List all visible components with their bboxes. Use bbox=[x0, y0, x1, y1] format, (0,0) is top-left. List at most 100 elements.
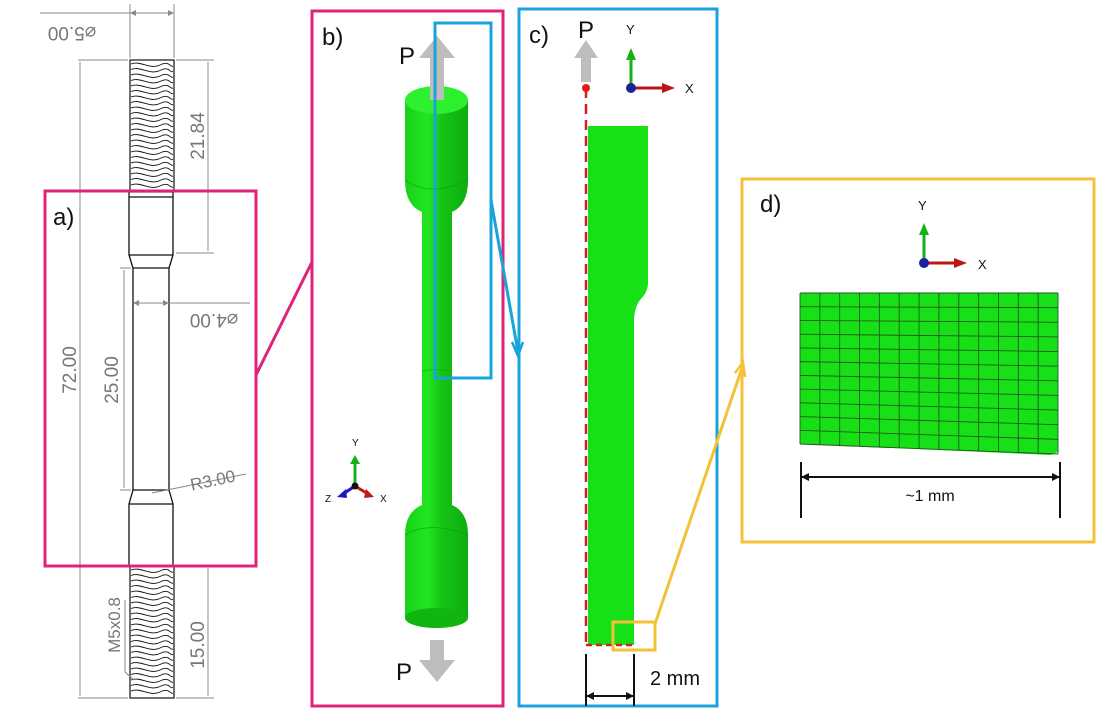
panel-b-label: b) bbox=[322, 24, 343, 51]
dim-radius: R3.00 bbox=[189, 467, 237, 495]
load-label-top: P bbox=[399, 43, 415, 70]
dim-top-diameter: ⌀5.00 bbox=[48, 22, 96, 43]
mesh-line bbox=[799, 429, 1059, 440]
thread-line bbox=[130, 667, 174, 672]
thread-line bbox=[130, 645, 174, 650]
model-2d-shape bbox=[588, 126, 648, 645]
thread-line bbox=[130, 689, 174, 694]
bottom-thread bbox=[129, 565, 175, 699]
mesh-scale-label: ~1 mm bbox=[905, 488, 954, 505]
thread-line bbox=[130, 623, 174, 628]
specimen-outline bbox=[128, 192, 174, 566]
thread-line bbox=[130, 145, 174, 150]
top-thread bbox=[129, 59, 175, 193]
triad-y-label: Y bbox=[352, 438, 359, 449]
mesh-line bbox=[799, 443, 1059, 455]
thread-line bbox=[130, 568, 174, 573]
thread-line bbox=[130, 651, 174, 656]
load-label-c: P bbox=[578, 17, 594, 44]
thread-line bbox=[130, 684, 174, 689]
axis-x-label-d: X bbox=[978, 257, 987, 272]
thread-line bbox=[130, 62, 174, 67]
thread-line bbox=[130, 178, 174, 183]
thread-line bbox=[130, 673, 174, 678]
mesh-line bbox=[799, 347, 1059, 352]
thread-line bbox=[130, 106, 174, 111]
panel-c-2d-model: c) P Y X 2 mm bbox=[517, 7, 719, 708]
dim-gauge-length: 25.00 bbox=[102, 356, 123, 404]
triad-3d bbox=[337, 455, 374, 498]
thread-line bbox=[130, 612, 174, 617]
thread-line bbox=[130, 172, 174, 177]
thread-line bbox=[130, 607, 174, 612]
thread-line bbox=[130, 167, 174, 172]
thread-line bbox=[130, 123, 174, 128]
thread-line bbox=[130, 640, 174, 645]
thread-line bbox=[130, 79, 174, 84]
triad-2d-c bbox=[626, 48, 675, 93]
panel-a-drawing: ⌀5.00 21.84 ⌀4.00 72.00 25.00 R3.00 M5x0… bbox=[40, 4, 258, 699]
mesh-line bbox=[799, 333, 1059, 338]
load-label-bottom: P bbox=[396, 659, 412, 686]
thread-line bbox=[130, 84, 174, 89]
connector-a-b bbox=[254, 261, 314, 376]
dimension-lines bbox=[40, 4, 250, 699]
mesh-line bbox=[799, 320, 1059, 323]
load-arrow-c bbox=[574, 40, 598, 82]
thread-line bbox=[130, 128, 174, 133]
dim-bottom-length: 15.00 bbox=[188, 621, 209, 669]
connector-c-d bbox=[653, 367, 744, 625]
triad-z-label: Z bbox=[325, 494, 331, 505]
thread-line bbox=[130, 101, 174, 106]
axis-x-label-c: X bbox=[685, 81, 694, 96]
thread-line bbox=[130, 634, 174, 639]
axis-y-label-c: Y bbox=[626, 22, 635, 37]
mesh-line bbox=[799, 416, 1059, 426]
thread-line bbox=[130, 596, 174, 601]
dim-mid-diameter: ⌀4.00 bbox=[190, 309, 238, 330]
panel-a-frame bbox=[43, 189, 258, 568]
thread-line bbox=[130, 183, 174, 188]
panel-d-frame bbox=[740, 177, 1096, 544]
thread-line bbox=[130, 585, 174, 590]
thread-line bbox=[130, 68, 174, 73]
dim-total-length: 72.00 bbox=[60, 346, 81, 394]
zoom-region-c bbox=[611, 620, 657, 652]
thread-line bbox=[130, 134, 174, 139]
panel-d-mesh: d) Y X ~1 mm bbox=[740, 177, 1096, 544]
scale-label-2mm: 2 mm bbox=[650, 668, 700, 690]
connector-b-c bbox=[489, 199, 520, 353]
mesh-line bbox=[799, 402, 1059, 411]
mesh-line bbox=[799, 306, 1059, 309]
load-arrow-bottom bbox=[419, 640, 455, 682]
thread-line bbox=[130, 662, 174, 667]
panel-b-3d-model: b) P P bbox=[310, 9, 505, 708]
panel-a-label: a) bbox=[53, 204, 74, 231]
mesh-line bbox=[799, 388, 1059, 396]
mesh-grid bbox=[799, 292, 1059, 455]
triad-x-label: X bbox=[380, 494, 387, 505]
thread-line bbox=[130, 95, 174, 100]
thread-line bbox=[130, 90, 174, 95]
dim-thread: M5x0.8 bbox=[105, 597, 124, 653]
panel-b-frame bbox=[310, 9, 505, 708]
load-point bbox=[582, 84, 590, 92]
thread-line bbox=[130, 73, 174, 78]
thread-line bbox=[130, 656, 174, 661]
mesh-line bbox=[799, 361, 1059, 367]
thread-line bbox=[130, 601, 174, 606]
mesh-line bbox=[799, 374, 1059, 382]
triad-2d-d bbox=[919, 223, 967, 268]
thread-line bbox=[130, 618, 174, 623]
panel-c-label: c) bbox=[529, 22, 549, 49]
thread-line bbox=[130, 579, 174, 584]
thread-line bbox=[130, 117, 174, 122]
thread-line bbox=[130, 139, 174, 144]
thread-line bbox=[130, 574, 174, 579]
panel-d-label: d) bbox=[760, 191, 781, 218]
axis-y-label-d: Y bbox=[918, 198, 927, 213]
dim-top-length: 21.84 bbox=[188, 112, 209, 160]
thread-line bbox=[130, 629, 174, 634]
thread-line bbox=[130, 112, 174, 117]
